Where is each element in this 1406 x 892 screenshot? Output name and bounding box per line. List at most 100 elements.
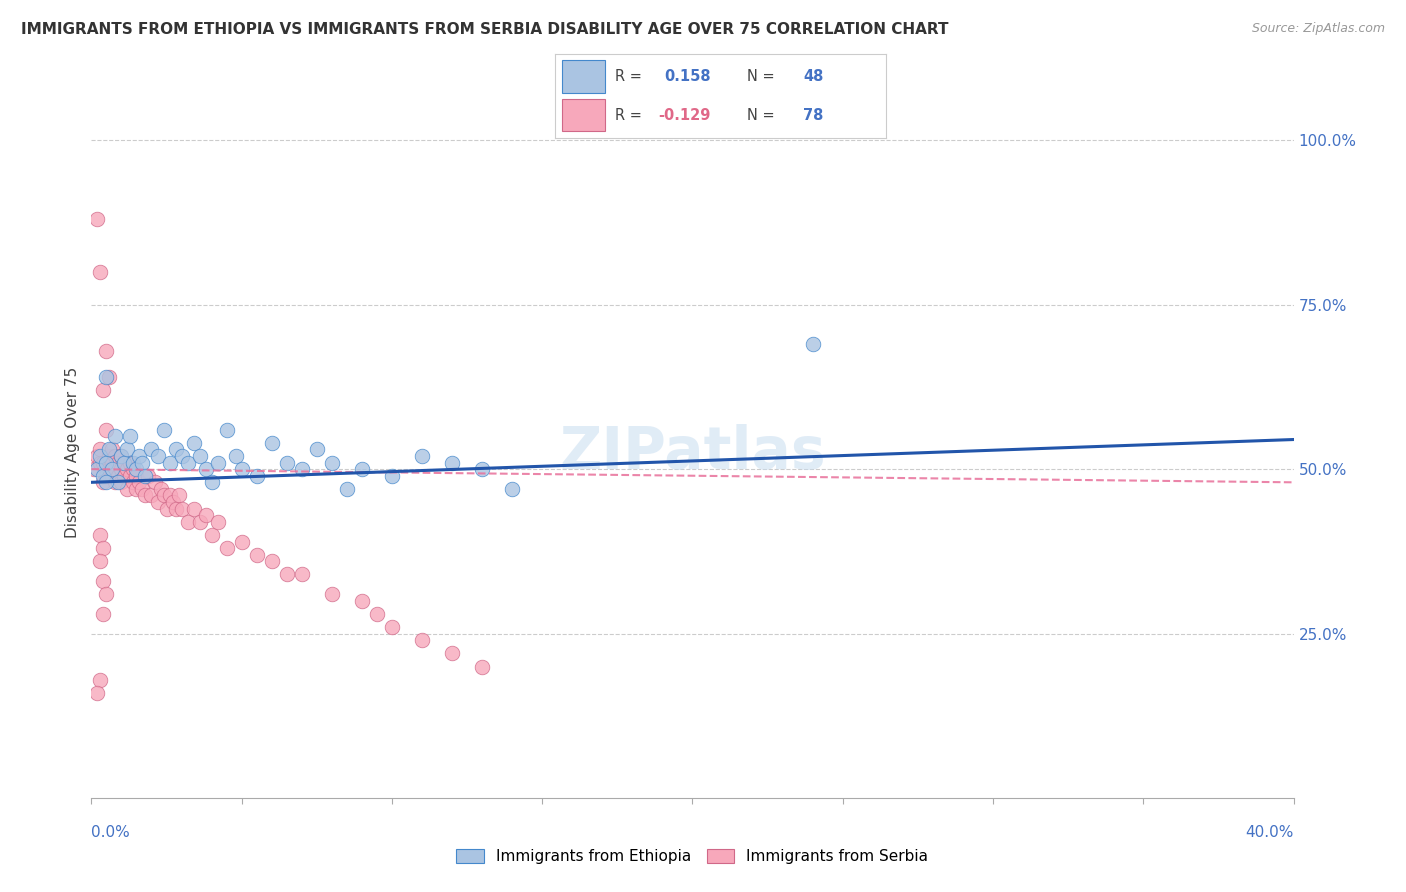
Point: [321, 587, 343, 601]
Legend: Immigrants from Ethiopia, Immigrants from Serbia: Immigrants from Ethiopia, Immigrants fro…: [450, 842, 935, 871]
Text: 0.158: 0.158: [665, 69, 711, 84]
Point: [86, 449, 108, 463]
Point: [194, 462, 217, 476]
Point: [117, 462, 139, 476]
Point: [225, 449, 247, 463]
Point: [143, 475, 166, 490]
Point: [170, 501, 193, 516]
Text: 78: 78: [803, 108, 824, 123]
Point: [276, 567, 298, 582]
Point: [101, 462, 124, 476]
Point: [194, 508, 217, 523]
Point: [93, 607, 115, 621]
Point: [98, 462, 121, 476]
Point: [93, 383, 115, 397]
Point: [159, 456, 181, 470]
Point: [96, 475, 118, 490]
Point: [96, 456, 118, 470]
Point: [107, 468, 129, 483]
Point: [89, 442, 111, 457]
Point: [120, 429, 142, 443]
Point: [231, 462, 253, 476]
Point: [96, 343, 118, 358]
Text: 48: 48: [803, 69, 824, 84]
Point: [152, 423, 174, 437]
Point: [96, 468, 118, 483]
Text: N =: N =: [747, 108, 775, 123]
Point: [83, 462, 105, 476]
Point: [117, 482, 139, 496]
Point: [350, 462, 373, 476]
Point: [246, 468, 269, 483]
Point: [291, 567, 314, 582]
Point: [107, 456, 129, 470]
Point: [93, 456, 115, 470]
Text: ZIPatlas: ZIPatlas: [560, 425, 825, 481]
Point: [149, 482, 172, 496]
Point: [128, 449, 150, 463]
Point: [134, 488, 156, 502]
Point: [93, 475, 115, 490]
Point: [201, 475, 224, 490]
Point: [101, 442, 124, 457]
Point: [231, 534, 253, 549]
Text: IMMIGRANTS FROM ETHIOPIA VS IMMIGRANTS FROM SERBIA DISABILITY AGE OVER 75 CORREL: IMMIGRANTS FROM ETHIOPIA VS IMMIGRANTS F…: [21, 22, 949, 37]
Point: [336, 482, 359, 496]
Point: [246, 548, 269, 562]
Text: R =: R =: [614, 69, 641, 84]
Point: [201, 528, 224, 542]
Point: [305, 442, 328, 457]
Point: [114, 456, 136, 470]
Point: [110, 449, 132, 463]
Text: R =: R =: [614, 108, 641, 123]
Point: [152, 488, 174, 502]
Point: [471, 462, 494, 476]
Point: [155, 501, 177, 516]
Point: [291, 462, 314, 476]
Point: [381, 620, 404, 634]
Point: [381, 468, 404, 483]
Point: [183, 501, 205, 516]
Point: [276, 456, 298, 470]
Point: [114, 468, 136, 483]
Point: [321, 456, 343, 470]
Y-axis label: Disability Age Over 75: Disability Age Over 75: [65, 368, 80, 538]
Point: [162, 495, 184, 509]
Point: [96, 423, 118, 437]
Point: [122, 456, 145, 470]
Point: [96, 587, 118, 601]
Point: [260, 435, 283, 450]
Point: [260, 554, 283, 568]
Point: [146, 449, 169, 463]
Point: [110, 449, 132, 463]
Point: [122, 462, 145, 476]
Point: [86, 462, 108, 476]
Point: [165, 442, 187, 457]
Point: [89, 449, 111, 463]
Point: [165, 501, 187, 516]
Point: [350, 594, 373, 608]
Point: [125, 482, 148, 496]
Point: [159, 488, 181, 502]
Point: [131, 456, 153, 470]
Point: [93, 574, 115, 588]
Point: [411, 449, 433, 463]
Point: [471, 659, 494, 673]
Text: 0.0%: 0.0%: [91, 825, 131, 840]
Point: [104, 475, 127, 490]
Point: [89, 456, 111, 470]
Point: [141, 442, 163, 457]
Point: [96, 370, 118, 384]
Point: [98, 442, 121, 457]
Point: [176, 515, 198, 529]
Point: [801, 337, 824, 351]
Point: [501, 482, 523, 496]
Point: [207, 456, 229, 470]
Point: [366, 607, 388, 621]
Point: [120, 468, 142, 483]
Point: [93, 468, 115, 483]
Point: [122, 475, 145, 490]
Point: [104, 449, 127, 463]
Point: [411, 633, 433, 648]
Point: [120, 456, 142, 470]
